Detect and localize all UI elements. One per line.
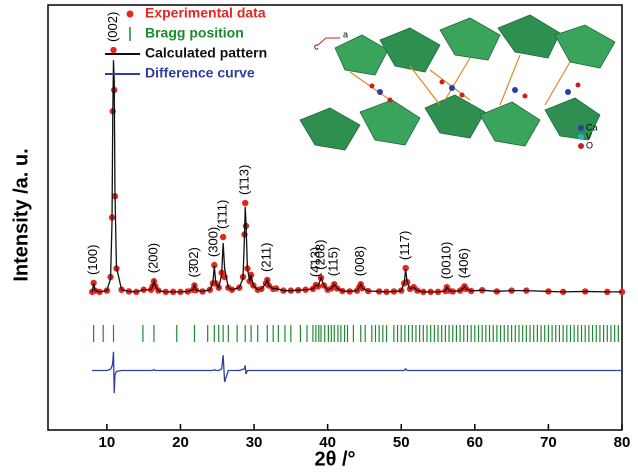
peak-label: (008)	[352, 246, 367, 276]
data-point	[219, 233, 227, 241]
polyhedra	[299, 14, 616, 151]
peak-label: (4̄13)	[307, 247, 322, 277]
crystal-inset: c a Ca V O	[299, 14, 616, 151]
peak-label: (211)	[259, 243, 274, 272]
peak-label: (100)	[85, 245, 100, 275]
y-axis-label: Intensity /a. u.	[10, 148, 32, 281]
data-point	[402, 264, 409, 272]
peak-label: (3̄02)	[186, 247, 201, 277]
peak-label: (406)	[456, 248, 471, 278]
peak-label: (1̄13)	[237, 165, 252, 195]
data-point	[211, 261, 218, 269]
legend-label: Experimental data	[145, 5, 266, 21]
inset-legend-dot	[578, 143, 584, 149]
inset-legend-label: O	[586, 140, 593, 150]
peak-label: (300)	[206, 227, 221, 257]
legend-label: Bragg position	[145, 25, 244, 41]
peak-label: (115)	[326, 247, 341, 276]
inset-legend-label: V	[586, 131, 592, 141]
x-tick-label: 70	[540, 434, 557, 451]
inset-axis: a	[343, 29, 348, 39]
x-tick-label: 80	[614, 434, 631, 451]
x-tick-label: 20	[172, 434, 189, 451]
inset-legend-label: Ca	[586, 122, 598, 132]
x-axis-label: 2θ /°	[314, 448, 355, 470]
data-point	[90, 279, 97, 287]
x-tick-label: 50	[393, 434, 410, 451]
legend-label: Difference curve	[145, 65, 255, 81]
peak-label: (002)	[105, 12, 120, 42]
data-point	[110, 46, 117, 54]
line-series	[92, 351, 622, 394]
peak-label: (1̄11)	[215, 200, 230, 229]
legend-label: Calculated pattern	[145, 45, 267, 61]
inset-axis: c	[314, 41, 319, 51]
atoms	[369, 79, 581, 103]
plot-frame	[47, 4, 623, 431]
data-point	[242, 199, 249, 207]
x-tick-label: 10	[99, 434, 116, 451]
peak-label: (117)	[397, 231, 412, 260]
inset-legend-dot	[578, 125, 584, 131]
peak-label: (200)	[145, 243, 160, 273]
x-tick-label: 60	[466, 434, 483, 451]
peak-label: (208)	[312, 239, 327, 269]
bragg-ticks	[93, 325, 619, 342]
x-tick-label: 30	[246, 434, 263, 451]
legend-symbol	[126, 10, 134, 18]
peak-label: (0010)	[438, 242, 453, 280]
axis-arrows	[317, 37, 340, 46]
inset-legend-dot	[578, 134, 584, 140]
x-tick-label: 40	[319, 434, 336, 451]
line-series	[91, 60, 622, 293]
